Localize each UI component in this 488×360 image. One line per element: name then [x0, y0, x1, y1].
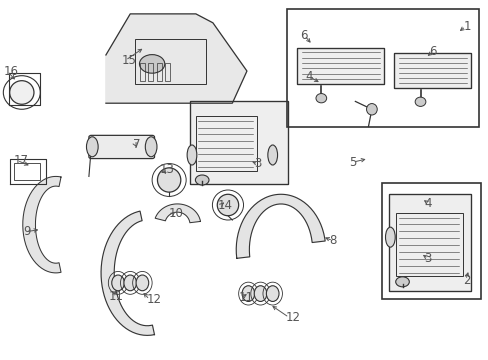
Polygon shape	[106, 14, 246, 103]
Text: 8: 8	[329, 234, 336, 247]
Text: 7: 7	[132, 138, 140, 151]
Text: 14: 14	[217, 198, 232, 212]
Text: 6: 6	[428, 45, 436, 58]
Ellipse shape	[366, 104, 376, 115]
Ellipse shape	[123, 275, 136, 291]
Text: 12: 12	[146, 293, 161, 306]
Ellipse shape	[10, 81, 34, 104]
Ellipse shape	[315, 94, 326, 103]
FancyBboxPatch shape	[393, 53, 470, 88]
Text: 10: 10	[169, 207, 183, 220]
FancyBboxPatch shape	[190, 102, 287, 184]
Text: 3: 3	[254, 157, 261, 170]
Ellipse shape	[217, 194, 238, 216]
Text: 5: 5	[348, 156, 356, 168]
Text: 11: 11	[238, 291, 253, 305]
Polygon shape	[23, 176, 61, 273]
Text: 3: 3	[424, 252, 431, 265]
Polygon shape	[236, 194, 325, 258]
Text: 1: 1	[462, 20, 470, 33]
Ellipse shape	[139, 55, 164, 73]
Ellipse shape	[267, 145, 277, 165]
Text: 11: 11	[108, 289, 123, 303]
Ellipse shape	[385, 227, 394, 247]
FancyBboxPatch shape	[388, 194, 470, 292]
Ellipse shape	[254, 286, 266, 301]
Text: 2: 2	[462, 274, 470, 287]
FancyBboxPatch shape	[89, 135, 154, 158]
Text: 13: 13	[159, 163, 174, 176]
Bar	[381, 183, 480, 298]
Text: 12: 12	[285, 311, 300, 324]
Text: 6: 6	[300, 29, 307, 42]
Text: 4: 4	[424, 197, 431, 210]
Ellipse shape	[414, 97, 425, 107]
Ellipse shape	[157, 168, 181, 192]
Text: 17: 17	[14, 154, 28, 167]
Ellipse shape	[242, 286, 254, 301]
Polygon shape	[155, 204, 200, 223]
Text: 15: 15	[122, 54, 137, 67]
Ellipse shape	[112, 275, 124, 291]
Bar	[287, 9, 478, 127]
FancyBboxPatch shape	[296, 48, 383, 84]
Ellipse shape	[86, 137, 98, 157]
Ellipse shape	[136, 275, 148, 291]
Text: 4: 4	[305, 70, 312, 83]
Ellipse shape	[187, 145, 197, 165]
Ellipse shape	[395, 277, 408, 287]
Text: 16: 16	[4, 64, 19, 77]
Polygon shape	[101, 211, 154, 336]
Text: 9: 9	[23, 225, 31, 238]
Ellipse shape	[195, 175, 208, 185]
Ellipse shape	[145, 137, 157, 157]
Ellipse shape	[266, 286, 279, 301]
